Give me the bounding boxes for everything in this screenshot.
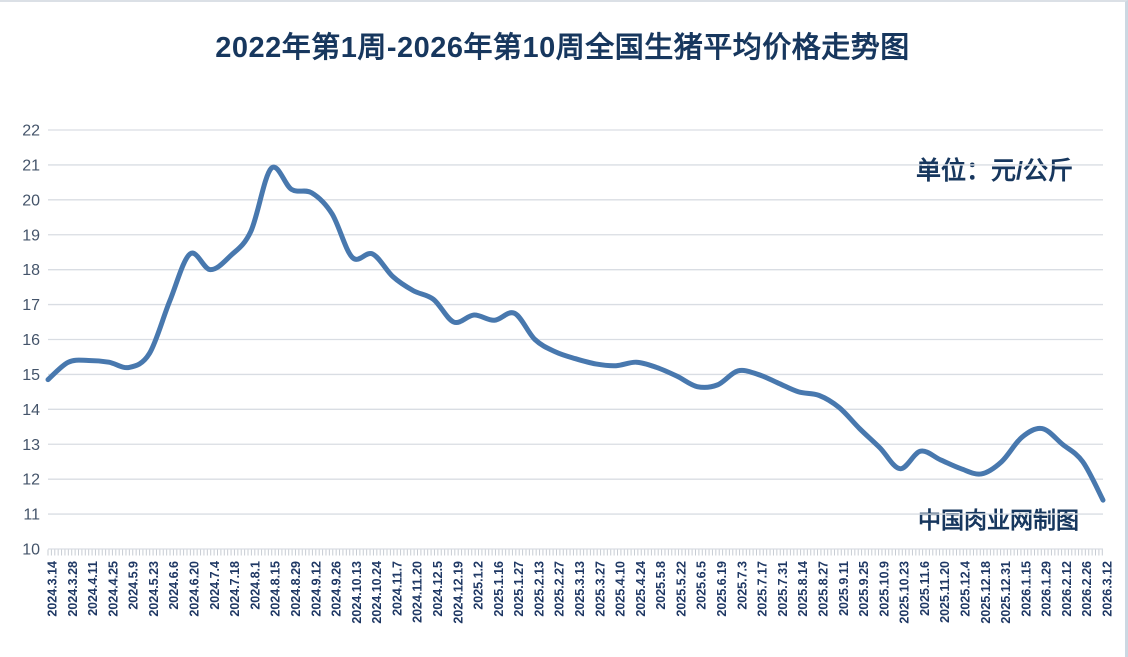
x-axis-label: 2025.12.4 (958, 561, 972, 617)
x-axis-label: 2026.2.12 (1060, 561, 1074, 617)
x-axis-label: 2025.7.31 (776, 561, 790, 617)
x-axis-label: 2024.7.18 (228, 561, 242, 617)
y-axis-label: 13 (22, 437, 40, 454)
x-axis-label: 2025.10.23 (898, 561, 912, 624)
x-axis-label: 2024.9.12 (309, 561, 323, 617)
x-axis-label: 2025.1.27 (512, 561, 526, 617)
x-axis-label: 2025.8.14 (796, 561, 810, 617)
y-axis-label: 17 (22, 297, 40, 314)
x-axis-label: 2024.8.29 (289, 561, 303, 617)
x-axis-label: 2024.6.6 (167, 561, 181, 610)
y-axis-label: 15 (22, 367, 40, 384)
x-axis-label: 2025.11.20 (938, 561, 952, 623)
x-axis-label: 2024.9.26 (330, 561, 344, 617)
y-axis-label: 18 (22, 262, 40, 279)
x-axis-label: 2024.8.1 (248, 561, 262, 610)
x-axis-label: 2025.5.22 (674, 561, 688, 617)
x-axis-label: 2025.3.13 (573, 561, 587, 617)
y-axis-label: 21 (22, 157, 40, 174)
y-axis-label: 12 (22, 472, 40, 489)
x-axis-label: 2024.11.20 (411, 561, 425, 623)
x-axis-label: 2025.8.27 (816, 561, 830, 617)
x-axis-label: 2025.2.27 (553, 561, 567, 617)
x-axis-label: 2025.5.8 (654, 561, 668, 610)
x-axis-label: 2024.12.5 (431, 561, 445, 617)
x-axis-label: 2025.4.10 (614, 561, 628, 617)
x-axis-label: 2025.9.11 (837, 561, 851, 616)
x-axis-label: 2025.2.13 (532, 561, 546, 617)
x-axis-label: 2024.5.9 (127, 561, 141, 610)
y-axis-label: 20 (22, 192, 40, 209)
x-axis-label: 2024.8.15 (269, 561, 283, 617)
x-axis-label: 2024.4.11 (86, 561, 100, 616)
y-axis-label: 22 (22, 123, 40, 140)
x-axis-label: 2025.9.25 (857, 561, 871, 617)
x-axis-label: 2025.6.5 (695, 561, 709, 610)
x-axis-label: 2026.1.15 (1019, 561, 1033, 617)
x-axis-label: 2025.1.2 (472, 561, 486, 610)
x-axis-label: 2024.11.7 (390, 561, 404, 616)
x-axis-label: 2025.11.6 (918, 561, 932, 616)
x-axis-label: 2024.7.4 (208, 561, 222, 610)
price-line (45, 164, 1106, 503)
unit-label: 单位：元/公斤 (916, 157, 1073, 185)
x-axis-label: 2025.4.24 (634, 561, 648, 617)
x-axis-label: 2025.7.3 (735, 561, 749, 610)
chart-title: 2022年第1周-2026年第10周全国生猪平均价格走势图 (215, 32, 910, 64)
x-axis-label: 2026.3.12 (1101, 561, 1115, 617)
credit-label: 中国肉业网制图 (918, 507, 1079, 533)
x-axis-label: 2024.3.28 (66, 561, 80, 617)
y-axis-label: 14 (22, 402, 40, 419)
x-axis-label: 2024.5.23 (147, 561, 161, 617)
x-axis-label: 2024.4.25 (106, 561, 120, 617)
x-axis-label: 2024.10.13 (350, 561, 364, 624)
x-axis-label: 2025.7.17 (756, 561, 770, 617)
y-axis-label: 16 (22, 332, 40, 349)
y-axis-label: 19 (22, 227, 40, 244)
y-axis-label: 11 (23, 507, 40, 524)
x-axis-label: 2024.3.14 (46, 561, 60, 617)
x-axis-label: 2024.6.20 (188, 561, 202, 617)
x-axis-label: 2025.12.18 (979, 561, 993, 624)
x-axis-label: 2025.10.9 (877, 561, 891, 617)
x-axis-label: 2026.1.29 (1040, 561, 1054, 617)
x-axis-label: 2024.12.19 (451, 561, 465, 624)
x-axis-label: 2025.3.27 (593, 561, 607, 617)
x-axis-label: 2025.1.16 (492, 561, 506, 617)
x-axis-label: 2025.12.31 (999, 561, 1013, 624)
y-axis-label: 10 (22, 542, 40, 559)
x-axis-label: 2025.6.19 (715, 561, 729, 617)
x-axis-label: 2026.2.26 (1080, 561, 1094, 617)
x-axis-label: 2024.10.24 (370, 561, 384, 624)
